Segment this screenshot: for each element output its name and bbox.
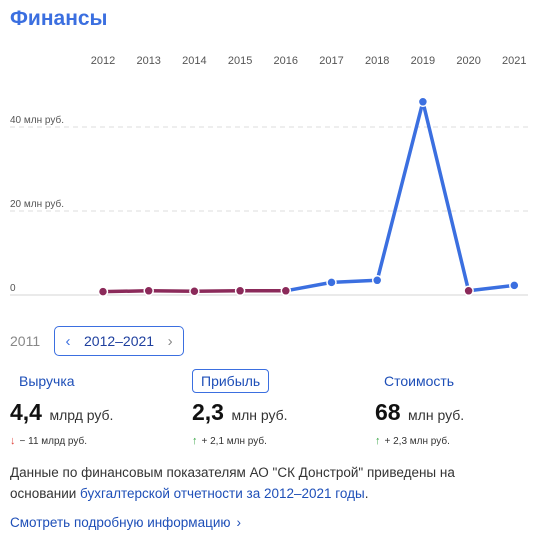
- metric-value: 68 млн руб.: [375, 399, 464, 426]
- more-info-label: Смотреть подробную информацию: [10, 515, 231, 530]
- data-point: [143, 285, 154, 297]
- metric-number: 68: [375, 399, 401, 425]
- x-tick-label: 2016: [274, 55, 298, 67]
- y-tick-label: 40 млн руб.: [10, 114, 64, 126]
- profit-chart: 0 20 млн руб. 40 млн руб. 2012 2013 2014 2015 2…: [0, 40, 538, 320]
- series-segment: [466, 283, 517, 293]
- description-body: Данные по финансовым показателям АО "СК …: [10, 465, 455, 501]
- metric-profit: Прибыль 2,3 млн руб. ↑ + 2,1 млн руб.: [192, 369, 288, 447]
- x-tick-label: 2014: [182, 55, 206, 67]
- metric-unit: млрд руб.: [49, 407, 114, 423]
- data-point: [509, 280, 520, 291]
- metric-value: 4,4 млрд руб.: [10, 399, 113, 426]
- x-tick-label: 2020: [456, 55, 480, 67]
- tab-profit[interactable]: Прибыль: [192, 369, 270, 393]
- metric-unit: млн руб.: [408, 407, 465, 423]
- chevron-right-icon: ›: [236, 515, 242, 530]
- period-selector: 2011 ‹ 2012–2021 ›: [10, 326, 185, 356]
- arrow-down-icon: ↓: [10, 435, 16, 447]
- metric-unit: млн руб.: [231, 407, 288, 423]
- series-segment: [329, 278, 379, 285]
- section-title: Финансы: [10, 7, 108, 30]
- period-range-box: ‹ 2012–2021 ›: [54, 326, 185, 356]
- series-segment: [101, 289, 151, 294]
- data-point: [326, 277, 337, 288]
- metric-value: 2,3 млн руб.: [192, 399, 288, 426]
- x-tick-label: 2013: [136, 55, 160, 67]
- delta-text: − 11 млрд руб.: [19, 436, 88, 447]
- metric-revenue: Выручка 4,4 млрд руб. ↓ − 11 млрд руб.: [10, 369, 113, 447]
- x-tick-label: 2019: [411, 55, 435, 67]
- metric-number: 4,4: [10, 399, 42, 425]
- data-point: [189, 285, 200, 297]
- x-tick-label: 2012: [91, 55, 115, 67]
- tab-revenue[interactable]: Выручка: [19, 373, 75, 389]
- delta-text: + 2,1 млн руб.: [201, 436, 267, 447]
- description-text: Данные по финансовым показателям АО "СК …: [10, 462, 510, 504]
- data-point: [463, 285, 474, 297]
- x-tick-label: 2021: [502, 55, 526, 67]
- metric-number: 2,3: [192, 399, 224, 425]
- delta-text: + 2,3 млн руб.: [384, 436, 450, 447]
- description-end: .: [364, 486, 369, 501]
- tab-worth[interactable]: Стоимость: [384, 373, 455, 389]
- series-segment: [284, 280, 334, 293]
- x-tick-label: 2017: [319, 55, 343, 67]
- prev-year-label[interactable]: 2011: [10, 333, 41, 349]
- y-tick-label: 20 млн руб.: [10, 198, 64, 210]
- period-range-label: 2012–2021: [84, 333, 155, 349]
- data-point: [417, 96, 429, 108]
- arrow-up-icon: ↑: [192, 435, 198, 447]
- more-info-link[interactable]: Смотреть подробную информацию ›: [10, 515, 241, 530]
- chevron-right-icon[interactable]: ›: [167, 332, 173, 350]
- arrow-up-icon: ↑: [375, 435, 381, 447]
- metric-value-worth: Стоимость 68 млн руб. ↑ + 2,3 млн руб.: [375, 369, 464, 447]
- data-point: [280, 285, 292, 297]
- x-tick-label: 2015: [228, 55, 252, 67]
- data-point: [234, 285, 246, 297]
- metric-delta: ↑ + 2,3 млн руб.: [375, 435, 450, 447]
- series-segment: [421, 100, 471, 293]
- x-tick-label: 2018: [365, 55, 389, 67]
- chevron-left-icon[interactable]: ‹: [65, 332, 71, 350]
- reporting-link[interactable]: бухгалтерской отчетности за 2012–2021 го…: [80, 486, 365, 501]
- data-point: [97, 286, 109, 297]
- y-tick-label: 0: [10, 283, 16, 294]
- series-segment: [375, 100, 425, 283]
- data-point: [371, 275, 383, 286]
- metric-delta: ↑ + 2,1 млн руб.: [192, 435, 267, 447]
- chart-svg: 0 20 млн руб. 40 млн руб. 2012 2013 2014 2015 2…: [10, 55, 528, 297]
- metric-delta: ↓ − 11 млрд руб.: [10, 435, 87, 447]
